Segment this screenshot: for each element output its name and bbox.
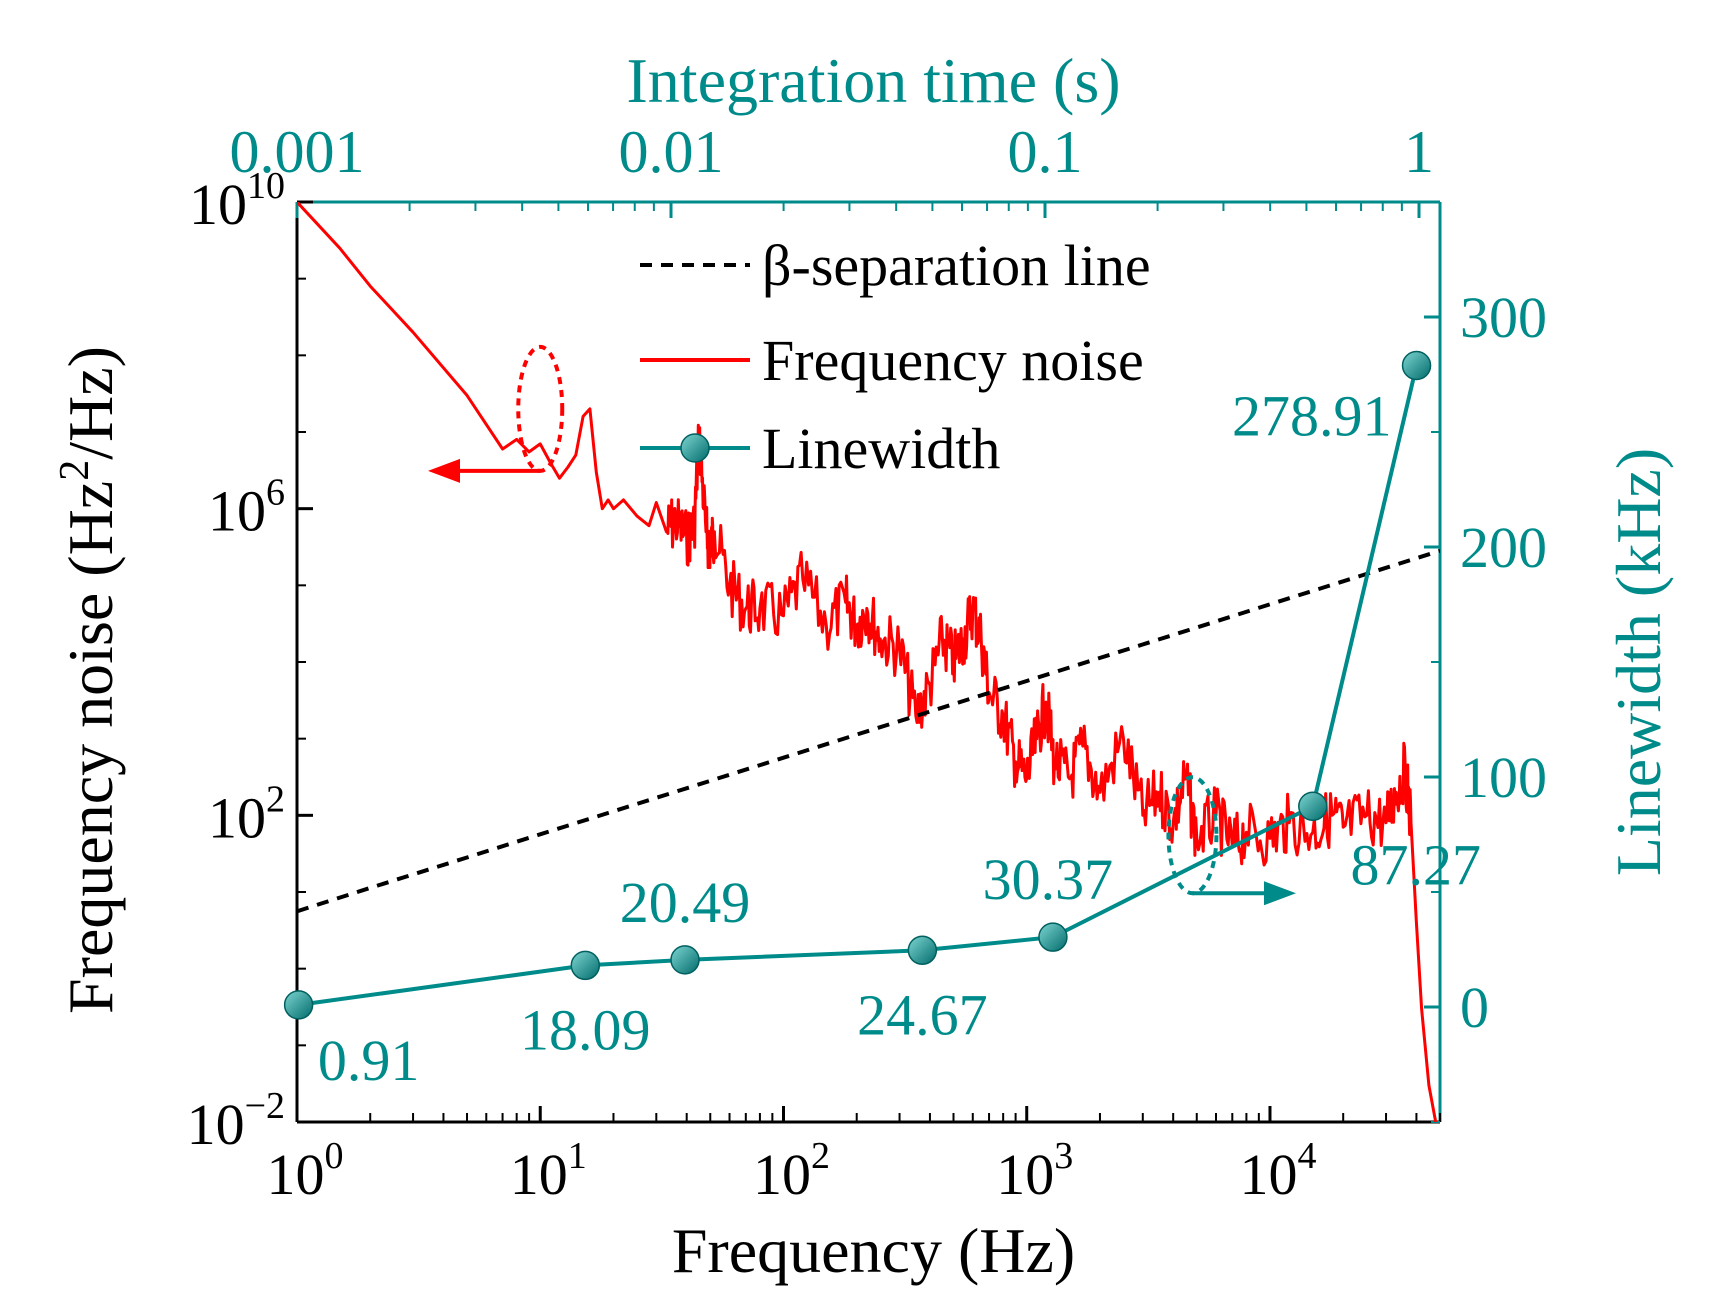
linewidth-data-label: 0.91 <box>318 1028 420 1093</box>
legend-linewidth-marker <box>680 433 710 463</box>
top-tick-label: 0.01 <box>619 119 724 185</box>
right-tick-label: 300 <box>1460 285 1547 350</box>
bottom-tick-label: 104 <box>1239 1135 1316 1207</box>
linewidth-point <box>570 950 601 981</box>
right-tick-label: 100 <box>1460 745 1547 810</box>
right-axis-title: Linewidth (kHz) <box>1603 448 1674 876</box>
top-tick-label: 1 <box>1404 119 1434 185</box>
linewidth-data-label: 20.49 <box>620 870 751 935</box>
left-axis-title: Frequency noise (Hz2/Hz) <box>52 346 126 1014</box>
left-tick-label: 1010 <box>189 165 285 237</box>
bottom-tick-label: 103 <box>996 1135 1073 1207</box>
legend-linewidth-label: Linewidth <box>762 416 1000 481</box>
bottom-tick-label: 102 <box>753 1135 830 1207</box>
linewidth-point <box>1401 350 1432 381</box>
left-tick-label: 102 <box>208 778 285 850</box>
top-tick-label: 0.1 <box>1008 119 1083 185</box>
linewidth-point <box>907 935 938 966</box>
linewidth-data-label: 278.91 <box>1232 384 1392 449</box>
top-axis-title: Integration time (s) <box>626 45 1120 116</box>
top-tick-label: 0.001 <box>230 119 365 185</box>
bottom-tick-label: 100 <box>267 1135 344 1207</box>
linewidth-data-label: 87.27 <box>1351 832 1482 897</box>
right-tick-label: 0 <box>1460 975 1489 1040</box>
bottom-axis-title: Frequency (Hz) <box>672 1215 1075 1286</box>
legend-noise-label: Frequency noise <box>762 328 1144 393</box>
left-tick-label: 106 <box>208 472 285 544</box>
noise-callout-ellipse <box>516 344 565 473</box>
linewidth-data-label: 18.09 <box>520 997 651 1062</box>
noise-callout-arrowhead <box>428 458 460 483</box>
linewidth-data-label: 24.67 <box>857 982 988 1047</box>
linewidth-data-label: 30.37 <box>983 847 1114 912</box>
legend-separation-label: β-separation line <box>762 233 1151 298</box>
left-tick-label: 10−2 <box>187 1085 285 1157</box>
linewidth-callout-arrowhead <box>1264 881 1296 906</box>
linewidth-point <box>1298 791 1328 822</box>
right-tick-label: 200 <box>1460 515 1547 580</box>
linewidth-point <box>670 945 700 975</box>
linewidth-point <box>1038 922 1068 952</box>
beta-separation-line <box>297 548 1440 914</box>
linewidth-point <box>283 990 314 1020</box>
bottom-tick-label: 101 <box>510 1135 587 1207</box>
